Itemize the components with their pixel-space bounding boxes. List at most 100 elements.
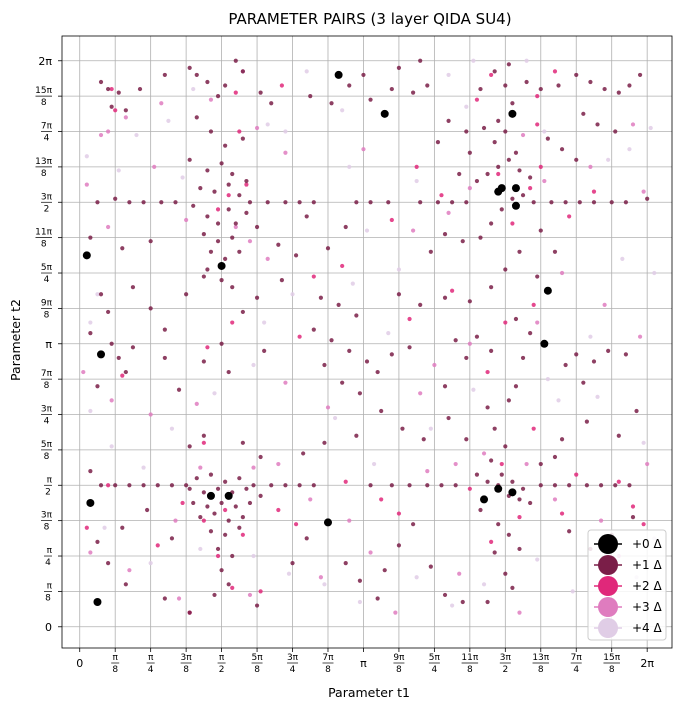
scatter-point xyxy=(609,200,614,205)
scatter-point xyxy=(552,483,558,488)
scatter-point xyxy=(407,345,412,350)
y-tick-denominator: 4 xyxy=(44,417,50,427)
scatter-point xyxy=(474,334,480,339)
scatter-point xyxy=(361,72,366,78)
scatter-point xyxy=(559,147,565,152)
y-tick-label: 0 xyxy=(45,621,52,634)
scatter-point xyxy=(528,331,533,336)
scatter-point xyxy=(538,483,543,488)
scatter-point xyxy=(510,101,515,106)
y-tick-label: π8 xyxy=(44,581,53,603)
scatter-point xyxy=(343,560,348,566)
scatter-point xyxy=(233,504,238,509)
scatter-point xyxy=(169,536,175,541)
y-tick-label: 3π8 xyxy=(41,511,53,533)
scatter-point xyxy=(226,182,231,187)
scatter-point xyxy=(442,232,448,237)
scatter-point xyxy=(577,200,582,205)
scatter-point xyxy=(251,465,256,470)
scatter-point xyxy=(84,182,89,187)
scatter-point xyxy=(88,550,93,555)
scatter-point xyxy=(109,444,114,449)
scatter-point xyxy=(627,83,632,88)
scatter-point xyxy=(364,228,370,233)
scatter-point xyxy=(169,483,175,488)
scatter-point xyxy=(130,285,136,290)
scatter-point xyxy=(82,251,91,260)
scatter-point xyxy=(538,86,543,92)
y-tick-denominator: 8 xyxy=(44,452,50,462)
scatter-point xyxy=(137,86,143,92)
scatter-point xyxy=(123,369,128,375)
scatter-point xyxy=(538,228,543,233)
scatter-point xyxy=(318,295,323,300)
y-tick-label: 9π8 xyxy=(41,298,53,320)
scatter-point xyxy=(396,543,402,548)
scatter-point xyxy=(283,200,288,205)
scatter-point xyxy=(630,504,636,509)
scatter-point xyxy=(496,118,501,124)
scatter-point xyxy=(460,599,465,605)
y-tick-denominator: 4 xyxy=(44,275,50,285)
scatter-point xyxy=(113,196,118,201)
scatter-point xyxy=(148,560,153,566)
scatter-point xyxy=(411,228,416,233)
scatter-point xyxy=(567,214,572,219)
scatter-point xyxy=(176,596,182,601)
scatter-point xyxy=(460,239,465,244)
scatter-point xyxy=(251,483,256,488)
scatter-point xyxy=(542,178,547,184)
scatter-point xyxy=(563,200,568,205)
scatter-point xyxy=(375,369,380,375)
scatter-point xyxy=(531,200,536,205)
scatter-point xyxy=(354,200,359,205)
scatter-point xyxy=(201,490,206,495)
scatter-point xyxy=(556,398,561,403)
scatter-point xyxy=(499,207,504,212)
scatter-point xyxy=(559,270,565,276)
legend-marker xyxy=(598,534,618,554)
scatter-point xyxy=(240,440,245,445)
scatter-point xyxy=(237,193,242,198)
scatter-point xyxy=(247,200,253,205)
scatter-point xyxy=(535,557,540,562)
x-tick-denominator: 8 xyxy=(183,665,189,675)
scatter-point xyxy=(400,426,405,431)
scatter-point xyxy=(380,109,389,118)
scatter-point xyxy=(354,313,359,318)
scatter-point xyxy=(148,412,153,417)
scatter-point xyxy=(386,331,391,336)
x-tick-denominator: 8 xyxy=(396,665,402,675)
scatter-point xyxy=(480,495,489,504)
x-tick-label: 2π xyxy=(640,657,654,670)
scatter-point xyxy=(152,164,157,169)
scatter-point xyxy=(123,582,128,587)
x-tick-numerator: 13π xyxy=(532,653,549,663)
scatter-point xyxy=(503,444,508,449)
scatter-point xyxy=(347,348,352,353)
scatter-point xyxy=(148,239,153,244)
scatter-point xyxy=(350,281,355,286)
scatter-point xyxy=(517,546,522,552)
scatter-point xyxy=(176,387,182,392)
scatter-point xyxy=(357,599,363,605)
scatter-point xyxy=(162,72,167,78)
scatter-point xyxy=(187,486,192,491)
scatter-point xyxy=(510,479,515,484)
scatter-point xyxy=(109,86,114,92)
scatter-point xyxy=(336,302,341,307)
scatter-point xyxy=(201,518,206,523)
scatter-point xyxy=(637,334,643,339)
scatter-point xyxy=(499,472,504,477)
x-tick-denominator: 4 xyxy=(432,665,438,675)
scatter-point xyxy=(627,147,632,152)
scatter-point xyxy=(347,518,352,523)
x-tick-numerator: 3π xyxy=(500,653,512,663)
scatter-point xyxy=(497,184,506,193)
scatter-point xyxy=(120,525,125,530)
scatter-point xyxy=(304,536,309,541)
scatter-point xyxy=(506,62,511,67)
scatter-point xyxy=(496,171,501,177)
scatter-point xyxy=(645,196,650,201)
scatter-point xyxy=(634,408,639,414)
